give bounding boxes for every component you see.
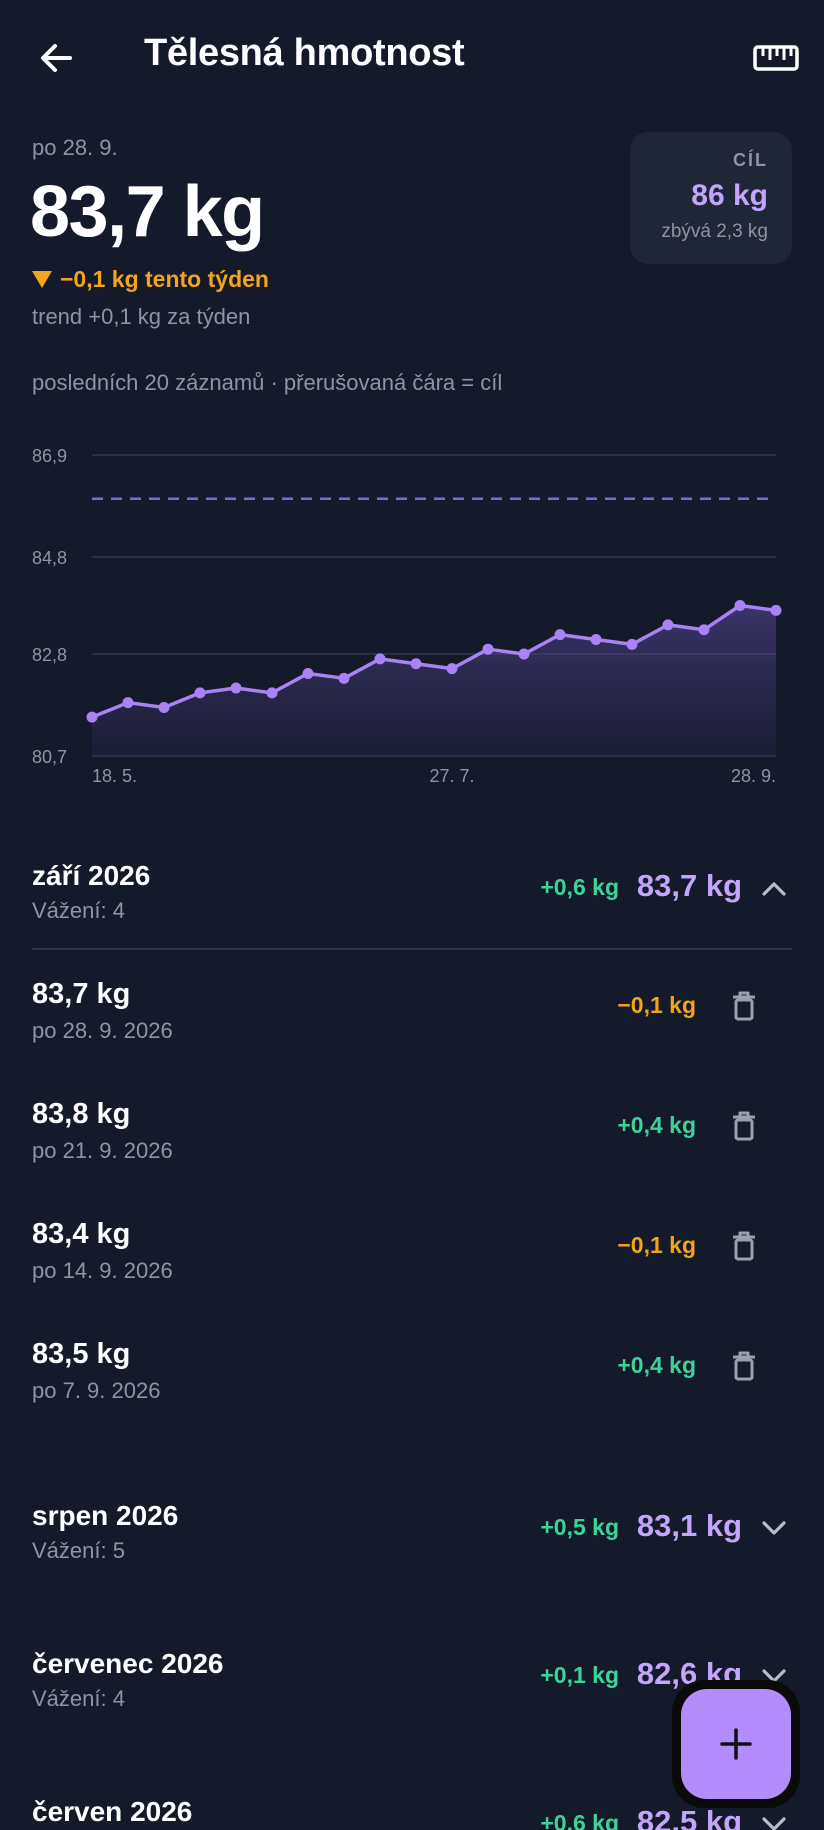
data-point	[410, 658, 422, 670]
data-point	[230, 682, 242, 694]
trash-icon	[731, 1351, 757, 1386]
entry-date: po 7. 9. 2026	[32, 1378, 161, 1403]
y-tick-label: 84,8	[32, 548, 67, 568]
data-point	[482, 643, 494, 655]
data-point	[518, 648, 530, 660]
add-weight-button[interactable]	[672, 1680, 800, 1808]
month-delta: +0,5 kg	[540, 1514, 619, 1540]
month-delta: +0,6 kg	[540, 874, 619, 900]
x-tick-label: 18. 5.	[92, 766, 137, 786]
weight-entry: 83,7 kg po 28. 9. 2026 −0,1 kg	[0, 978, 824, 1088]
month-title: červenec 2026	[32, 1648, 224, 1679]
trash-icon	[731, 991, 757, 1026]
current-weight: 83,7 kg	[30, 172, 265, 252]
data-point	[734, 600, 746, 611]
plus-icon	[720, 1728, 752, 1760]
entry-delta: +0,4 kg	[617, 1112, 696, 1138]
trend-text: trend +0,1 kg za týden	[32, 304, 251, 329]
month-section-header[interactable]: září 2026 Vážení: 4 +0,6 kg 83,7 kg	[0, 860, 824, 930]
x-tick-label: 28. 9.	[731, 766, 776, 786]
weight-chart: 86,9 84,8 82,8 80,7 18. 5. 27. 7. 28. 9.	[0, 420, 824, 790]
delete-entry-button[interactable]	[720, 1224, 768, 1272]
data-point	[338, 672, 350, 684]
entry-delta: −0,1 kg	[617, 1232, 696, 1258]
chart-caption: posledních 20 záznamů · přerušovaná čára…	[32, 370, 503, 395]
ruler-icon	[753, 45, 799, 71]
chevron-up-icon	[756, 870, 792, 906]
x-tick-label: 27. 7.	[429, 766, 474, 786]
data-point	[266, 687, 278, 699]
entry-date: po 21. 9. 2026	[32, 1138, 173, 1163]
data-point	[446, 663, 458, 675]
back-button[interactable]	[28, 30, 84, 86]
month-delta: +0,6 kg	[540, 1810, 619, 1830]
weigh-in-count: Vážení: 4	[32, 898, 125, 923]
data-point	[698, 624, 710, 636]
trash-icon	[731, 1231, 757, 1266]
arrow-left-icon	[41, 44, 72, 72]
data-point	[194, 687, 206, 699]
week-change-text: −0,1 kg tento týden	[60, 266, 269, 292]
week-change: −0,1 kg tento týden	[32, 266, 269, 293]
month-delta: +0,1 kg	[540, 1662, 619, 1688]
month-title: srpen 2026	[32, 1500, 179, 1531]
chevron-down-icon	[756, 1806, 792, 1830]
y-tick-label: 82,8	[32, 645, 67, 665]
add-weight-button-surface	[681, 1689, 791, 1799]
area-fill	[92, 605, 776, 756]
entry-delta: +0,4 kg	[617, 1352, 696, 1378]
triangle-down-icon	[32, 271, 52, 288]
weigh-in-count: Vážení: 5	[32, 1538, 125, 1563]
chevron-down-icon	[756, 1510, 792, 1546]
trash-icon	[731, 1111, 757, 1146]
month-section-header[interactable]: srpen 2026 Vážení: 5 +0,5 kg 83,1 kg	[0, 1500, 824, 1570]
weight-entry: 83,4 kg po 14. 9. 2026 −0,1 kg	[0, 1218, 824, 1328]
entry-delta: −0,1 kg	[617, 992, 696, 1018]
y-tick-label: 86,9	[32, 446, 67, 466]
delete-entry-button[interactable]	[720, 1104, 768, 1152]
data-point	[86, 711, 98, 723]
weigh-in-count: Vážení: 4	[32, 1686, 125, 1711]
y-tick-label: 80,7	[32, 747, 67, 767]
data-point	[122, 697, 134, 709]
data-point	[626, 638, 638, 650]
goal-card[interactable]: CÍL 86 kg zbývá 2,3 kg	[630, 132, 792, 264]
data-point	[158, 701, 170, 713]
data-point	[554, 629, 566, 641]
goal-value: 86 kg	[691, 179, 768, 212]
month-title: září 2026	[32, 860, 151, 891]
summary-date: po 28. 9.	[32, 135, 118, 160]
month-section-header[interactable]: červen 2026 +0,6 kg 82,5 kg	[0, 1796, 824, 1830]
weight-chart-svg: 86,9 84,8 82,8 80,7 18. 5. 27. 7. 28. 9.	[32, 446, 782, 786]
delete-entry-button[interactable]	[720, 1344, 768, 1392]
delete-entry-button[interactable]	[720, 984, 768, 1032]
month-total: 83,7 kg	[636, 868, 742, 903]
month-total: 83,1 kg	[636, 1508, 742, 1543]
series-line	[91, 603, 777, 719]
month-title: červen 2026	[32, 1796, 193, 1827]
entry-weight: 83,8 kg	[32, 1098, 131, 1130]
page-title: Tělesná hmotnost	[144, 32, 465, 74]
goal-remaining: zbývá 2,3 kg	[661, 221, 768, 242]
top-app-bar: Tělesná hmotnost	[0, 0, 824, 112]
month-total: 82,5 kg	[636, 1804, 742, 1830]
entry-date: po 14. 9. 2026	[32, 1258, 173, 1283]
data-point	[590, 633, 602, 645]
weight-entry: 83,5 kg po 7. 9. 2026 +0,4 kg	[0, 1338, 824, 1448]
data-point	[302, 667, 314, 679]
data-point	[374, 653, 386, 665]
goal-label: CÍL	[733, 150, 768, 170]
data-point	[662, 619, 674, 631]
weight-entry: 83,8 kg po 21. 9. 2026 +0,4 kg	[0, 1098, 824, 1208]
section-divider	[32, 948, 792, 950]
entry-date: po 28. 9. 2026	[32, 1018, 173, 1043]
entry-weight: 83,4 kg	[32, 1218, 131, 1250]
data-point	[770, 604, 782, 616]
entry-weight: 83,7 kg	[32, 978, 131, 1010]
units-button[interactable]	[744, 30, 808, 86]
entry-weight: 83,5 kg	[32, 1338, 131, 1370]
